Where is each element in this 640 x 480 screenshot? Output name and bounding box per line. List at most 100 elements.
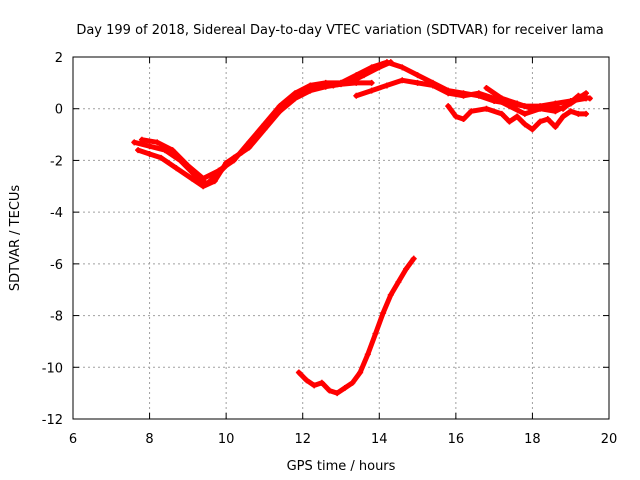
data-point [146,150,153,157]
data-point [414,72,421,79]
data-point [154,139,161,146]
data-point [575,110,582,117]
data-point [414,79,421,86]
data-point [475,90,482,97]
data-point [246,139,253,146]
y-tick-label: 0 [55,103,63,118]
series-line [131,80,375,187]
series-arc-3 [353,77,590,117]
y-tick-label: -2 [50,154,63,169]
data-point [200,183,207,190]
series-arc-1a [131,79,375,187]
data-point [211,178,218,185]
data-point [184,162,191,169]
x-tick-label: 18 [524,432,541,447]
data-point [483,105,490,112]
series-arc-6 [295,255,417,397]
x-tick-labels: 6 8 10 12 14 16 18 20 [69,432,617,447]
data-point [230,157,237,164]
data-point [380,309,387,316]
y-axis-label: SDTVAR / TECUs [8,185,23,292]
series-line [296,256,417,396]
data-point [506,103,513,110]
data-point [353,92,360,99]
data-point [349,379,356,386]
data-point [357,369,364,376]
data-point [338,79,344,86]
data-point [452,113,459,120]
data-point [544,103,551,110]
data-point [383,82,390,89]
data-point [326,387,333,394]
data-point [514,113,521,120]
data-point [491,95,498,102]
data-point [353,72,360,79]
data-point [188,175,195,182]
x-tick-label: 6 [69,432,77,447]
data-point [200,175,207,182]
data-point [583,110,590,117]
data-point [399,77,406,84]
data-point [403,266,410,273]
data-point [445,90,452,97]
data-point [560,113,567,120]
y-tick-label: -10 [42,361,63,376]
data-point [498,110,505,117]
data-point [295,369,302,376]
data-point [529,105,536,112]
series-arc-5 [483,85,593,112]
data-point [445,103,452,110]
data-point [560,105,567,112]
data-point [215,167,222,174]
data-point [135,147,142,154]
data-point [506,118,513,125]
data-point [468,108,475,115]
data-point [158,154,165,161]
x-tick-label: 20 [601,432,618,447]
data-point [552,123,559,130]
data-point [586,95,593,102]
data-point [521,121,528,128]
data-point [514,100,521,107]
data-point [173,165,180,172]
y-tick-label: -12 [42,413,63,428]
data-point [341,384,348,391]
plot-frame [72,56,610,420]
data-point [521,110,528,117]
data-point [544,116,551,123]
data-point [322,79,329,86]
y-tick-labels: -12 -10 -8 -6 -4 -2 0 2 [42,51,63,428]
data-point [169,147,176,154]
data-point [567,108,574,115]
x-tick-label: 12 [294,432,311,447]
data-point [364,351,371,358]
data-point [483,85,490,92]
data-point [303,377,310,384]
data-point [318,379,325,386]
data-point [399,64,406,71]
data-point [372,330,379,337]
series-line [484,85,593,112]
data-point [292,90,299,97]
x-tick-label: 16 [448,432,465,447]
data-point [460,92,467,99]
x-tick-label: 14 [371,432,388,447]
y-tick-label: -6 [50,258,63,273]
data-point [307,82,314,89]
data-point [395,278,402,285]
series-arc-4 [445,103,590,133]
series-arc-2 [338,59,590,110]
data-point [276,103,283,110]
data-point [131,139,138,146]
series-line [353,77,589,117]
x-tick-label: 8 [145,432,153,447]
data-point [387,291,394,298]
data-point [429,82,436,89]
data-point [368,79,375,86]
x-axis-label: GPS time / hours [287,459,396,474]
data-point [410,255,417,262]
data-point [460,116,467,123]
data-point [529,126,536,133]
data-point [575,92,582,99]
